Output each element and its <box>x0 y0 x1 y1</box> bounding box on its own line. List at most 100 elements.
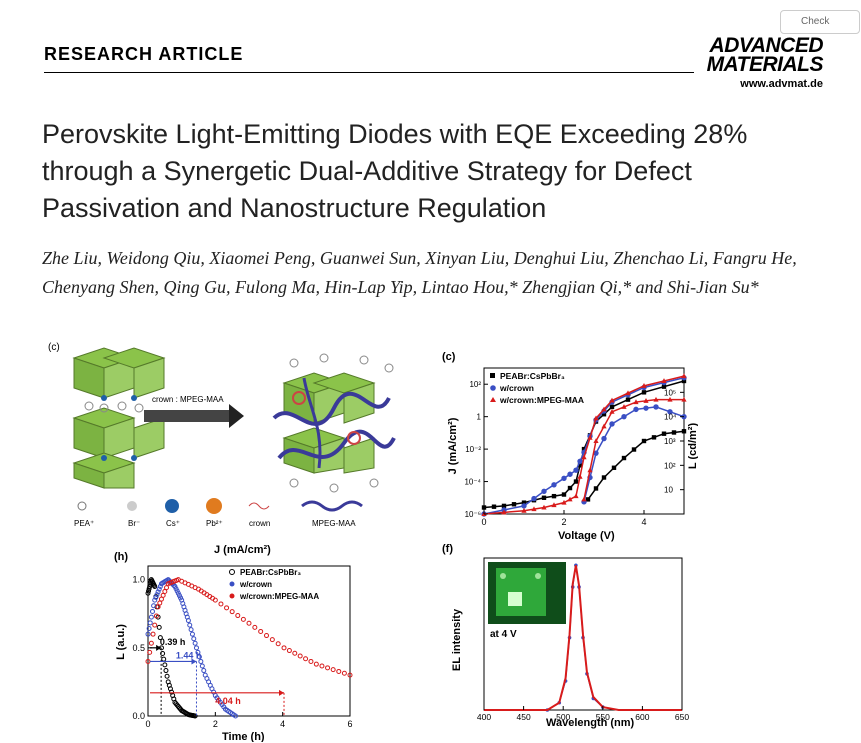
chart-h-series-1-point <box>145 631 151 637</box>
chart-c-series-0-j-point <box>581 446 587 452</box>
chart-h-series-1-point <box>146 626 152 631</box>
chart-h-series-2-point <box>147 649 153 655</box>
legend-pea: PEA⁺ <box>74 519 94 528</box>
chart-c-series-0-j-point <box>609 404 615 410</box>
chart-c-series-0-l-point <box>631 447 637 452</box>
chart-c-series-0-l-point <box>671 430 677 435</box>
chart-c-series-0-j-point <box>681 378 687 384</box>
journal-url[interactable]: www.advmat.de <box>740 78 823 90</box>
chart-h-xtick-label: 4 <box>280 719 285 729</box>
chart-c-xlabel: Voltage (V) <box>558 530 615 542</box>
legend-crown: crown <box>249 519 270 528</box>
chart-h-series-2-point <box>235 613 241 619</box>
chart-h-series-1-point <box>192 640 198 646</box>
chart-c-series-1-j-point <box>541 488 547 494</box>
chart-c-ylabel-left: J (mA/cm²) <box>447 417 459 474</box>
chart-c-series-2-j-point <box>681 373 687 379</box>
chart-c-series-1-j-point <box>531 495 537 502</box>
chart-h-series-2-point <box>150 631 156 637</box>
chart-h-series-2-point <box>308 658 314 664</box>
chart-h-series-1-point <box>195 649 201 655</box>
chart-c-series-1-l-point <box>653 404 659 410</box>
chart-h-series-0-point <box>161 656 167 662</box>
chart-h-series-2-point <box>158 596 164 602</box>
chart-h-series-0-point <box>192 713 198 719</box>
chart-c-ylabel-right: L (cd/m²) <box>687 423 698 470</box>
chart-f-xtick-label: 550 <box>596 712 610 722</box>
chart-c-series-2-l-point <box>667 396 673 402</box>
chart-c-series-1-l-point <box>643 405 649 411</box>
chart-h-series-2-point <box>275 641 281 647</box>
chart-h-frame <box>147 565 351 717</box>
chart-c-xtick-label: 4 <box>641 517 646 527</box>
chart-h-series-1-point <box>149 608 155 614</box>
chart-c-ytick-right-label: 10² <box>664 461 676 470</box>
chart-c-series-2-j-point <box>561 499 567 505</box>
chart-h-xlabel: Time (h) <box>222 731 265 742</box>
chart-h-series-2-point <box>212 597 218 603</box>
device-photo-inset: at 4 V <box>488 562 566 640</box>
process-arrow-label: crown : MPEG-MAA <box>152 395 224 404</box>
stray-axis-label: J (mA/cm²) <box>214 544 271 556</box>
chart-h-ytick-label: 1.0 <box>132 575 145 585</box>
chart-f-xlabel: Wavelength (nm) <box>546 717 635 729</box>
schematic-legend: PEA⁺ Br⁻ Cs⁺ Pb²⁺ crown MPEG-MAA <box>74 498 363 528</box>
chart-h-series-0-point <box>152 583 158 589</box>
chart-f-panel-label: (f) <box>442 543 453 555</box>
chart-f-xtick-label: 450 <box>517 712 531 722</box>
chart-h-ylabel: L (a.u.) <box>115 624 127 660</box>
chart-h-series-2-point <box>218 601 224 607</box>
chart-h-series-1-point <box>152 597 158 603</box>
chart-f-xtick-label: 500 <box>556 712 570 722</box>
chart-c-series-1-l-point <box>601 435 607 442</box>
chart-c-series-1-l-point <box>667 409 673 415</box>
chart-h-series-2-point <box>229 609 235 615</box>
chart-c-series-2-j-point <box>581 454 587 460</box>
chart-c-series-0-j-point <box>551 493 557 499</box>
check-updates-badge[interactable]: Check <box>780 10 860 34</box>
chart-lifetime: (h) 0.39 h 1.44 h 4.04 h 0.0 0.5 1.0 0 2 4 6 Ti… <box>114 551 353 742</box>
chart-h-legend-0: PEABr:CsPbBr₃ <box>240 568 301 577</box>
chart-h-series-2-point <box>148 640 154 646</box>
chart-h-series-1-point <box>153 594 159 600</box>
chart-c-series-0-l-point <box>585 497 591 502</box>
chart-c-series-1-l-point <box>633 406 639 413</box>
chart-h-series-2-point <box>319 663 325 669</box>
chart-c-series-0-j-point <box>601 412 607 417</box>
chart-c-series-2-j-point <box>521 507 527 513</box>
chart-h-series-2-point <box>155 604 161 610</box>
chart-c-ytick-left-label: 10⁻² <box>465 445 481 454</box>
header-divider <box>44 72 694 73</box>
chart-h-series-2-point <box>162 588 168 594</box>
chart-h-series-1-point <box>154 592 160 598</box>
chart-c-series-0-j-point <box>641 390 647 395</box>
chart-h-series-1-point <box>187 622 193 628</box>
chart-h-series-1-point <box>185 618 191 624</box>
chart-h-series-1-point <box>198 658 204 664</box>
chart-h-series-2-point <box>341 670 347 676</box>
chart-h-series-0-point <box>157 635 163 641</box>
chart-h-series-0-point <box>145 590 151 596</box>
chart-h-series-1-point <box>148 614 154 620</box>
chart-c-ytick-right-label: 10⁵ <box>664 388 676 397</box>
chart-h-ytick-label: 0.5 <box>132 643 145 653</box>
chart-h-series-2-point <box>292 650 298 656</box>
chart-c-series-0-l-point <box>661 431 667 436</box>
chart-c-panel-label: (c) <box>442 351 456 363</box>
chart-h-series-1-point <box>147 620 153 626</box>
chart-f-ylabel: EL intensity <box>451 608 463 671</box>
chart-h-annotation-0-label: 0.39 h <box>160 637 186 647</box>
schematic-figure: (c) crown : MPEG-MAA <box>48 342 396 556</box>
chart-h-series-0-point <box>147 583 153 589</box>
chart-c-series-2-j-point <box>641 383 647 388</box>
chart-c-series-2-j-point <box>541 504 547 510</box>
chart-h-series-1-point <box>193 645 199 651</box>
chart-c-series-2-j-point <box>551 502 557 508</box>
chart-h-series-1-point <box>156 586 162 592</box>
treated-perovskite-lattice <box>272 353 396 493</box>
chart-h-series-2-point <box>153 613 159 619</box>
chart-h-xtick-label: 0 <box>145 719 150 729</box>
paper-title: Perovskite Light-Emitting Diodes with EQ… <box>42 119 748 223</box>
chart-h-series-2-point <box>246 620 252 626</box>
